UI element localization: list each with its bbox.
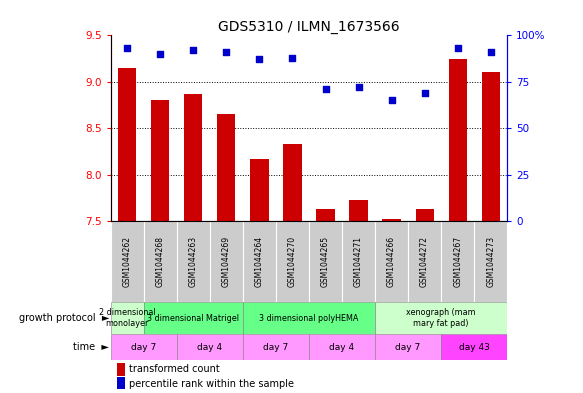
Bar	[349, 200, 368, 221]
Bar	[144, 302, 243, 334]
Bar	[408, 221, 441, 302]
Bar	[118, 68, 136, 221]
Point	[122, 45, 132, 51]
Bar	[309, 221, 342, 302]
Bar	[111, 302, 144, 334]
Text: GSM1044267: GSM1044267	[453, 236, 462, 287]
Text: percentile rank within the sample: percentile rank within the sample	[129, 379, 294, 389]
Text: day 7: day 7	[395, 343, 421, 351]
Point	[255, 56, 264, 62]
Bar	[250, 159, 269, 221]
Text: time  ►: time ►	[73, 342, 109, 352]
Point	[486, 49, 496, 55]
Text: GSM1044272: GSM1044272	[420, 236, 429, 287]
Bar	[177, 221, 210, 302]
Text: day 4: day 4	[197, 343, 223, 351]
Point	[189, 47, 198, 53]
Text: 3 dimensional polyHEMA: 3 dimensional polyHEMA	[259, 314, 359, 323]
Text: day 4: day 4	[329, 343, 354, 351]
Bar	[243, 221, 276, 302]
Bar	[375, 334, 441, 360]
Bar	[309, 334, 375, 360]
Bar	[342, 221, 375, 302]
Text: day 43: day 43	[459, 343, 490, 351]
Bar	[210, 221, 243, 302]
Point	[321, 86, 330, 92]
Bar	[448, 59, 467, 221]
Bar	[375, 302, 507, 334]
Text: GSM1044265: GSM1044265	[321, 236, 330, 287]
Text: 2 dimensional
monolayer: 2 dimensional monolayer	[99, 309, 156, 328]
Point	[453, 45, 462, 51]
Bar	[184, 94, 202, 221]
Text: GSM1044263: GSM1044263	[189, 236, 198, 287]
Text: 3 dimensional Matrigel: 3 dimensional Matrigel	[147, 314, 240, 323]
Bar	[243, 334, 309, 360]
Bar	[217, 114, 236, 221]
Text: GSM1044273: GSM1044273	[486, 236, 495, 287]
Bar	[283, 144, 301, 221]
Text: day 7: day 7	[131, 343, 156, 351]
Text: xenograph (mam
mary fat pad): xenograph (mam mary fat pad)	[406, 309, 476, 328]
Text: GSM1044269: GSM1044269	[222, 236, 231, 287]
Text: GSM1044270: GSM1044270	[288, 236, 297, 287]
Bar	[382, 219, 401, 221]
Bar	[151, 100, 170, 221]
Text: day 7: day 7	[264, 343, 289, 351]
Text: GSM1044264: GSM1044264	[255, 236, 264, 287]
Text: GSM1044271: GSM1044271	[354, 236, 363, 287]
Title: GDS5310 / ILMN_1673566: GDS5310 / ILMN_1673566	[218, 20, 400, 34]
Bar	[416, 209, 434, 221]
Point	[222, 49, 231, 55]
Point	[156, 51, 165, 57]
Bar	[375, 221, 408, 302]
Point	[420, 90, 429, 96]
Bar	[243, 302, 375, 334]
Bar	[177, 334, 243, 360]
Bar	[441, 334, 507, 360]
Bar	[482, 72, 500, 221]
Bar	[441, 221, 474, 302]
Bar	[276, 221, 309, 302]
Text: GSM1044262: GSM1044262	[123, 236, 132, 287]
Point	[354, 84, 363, 90]
Bar	[144, 221, 177, 302]
Bar	[111, 221, 144, 302]
Text: transformed count: transformed count	[129, 364, 219, 375]
Bar	[117, 363, 125, 376]
Bar	[317, 209, 335, 221]
Point	[387, 97, 396, 103]
Text: growth protocol  ►: growth protocol ►	[19, 313, 109, 323]
Bar	[474, 221, 507, 302]
Text: GSM1044268: GSM1044268	[156, 236, 165, 287]
Bar	[111, 334, 177, 360]
Text: GSM1044266: GSM1044266	[387, 236, 396, 287]
Point	[288, 55, 297, 61]
Bar	[117, 377, 125, 391]
